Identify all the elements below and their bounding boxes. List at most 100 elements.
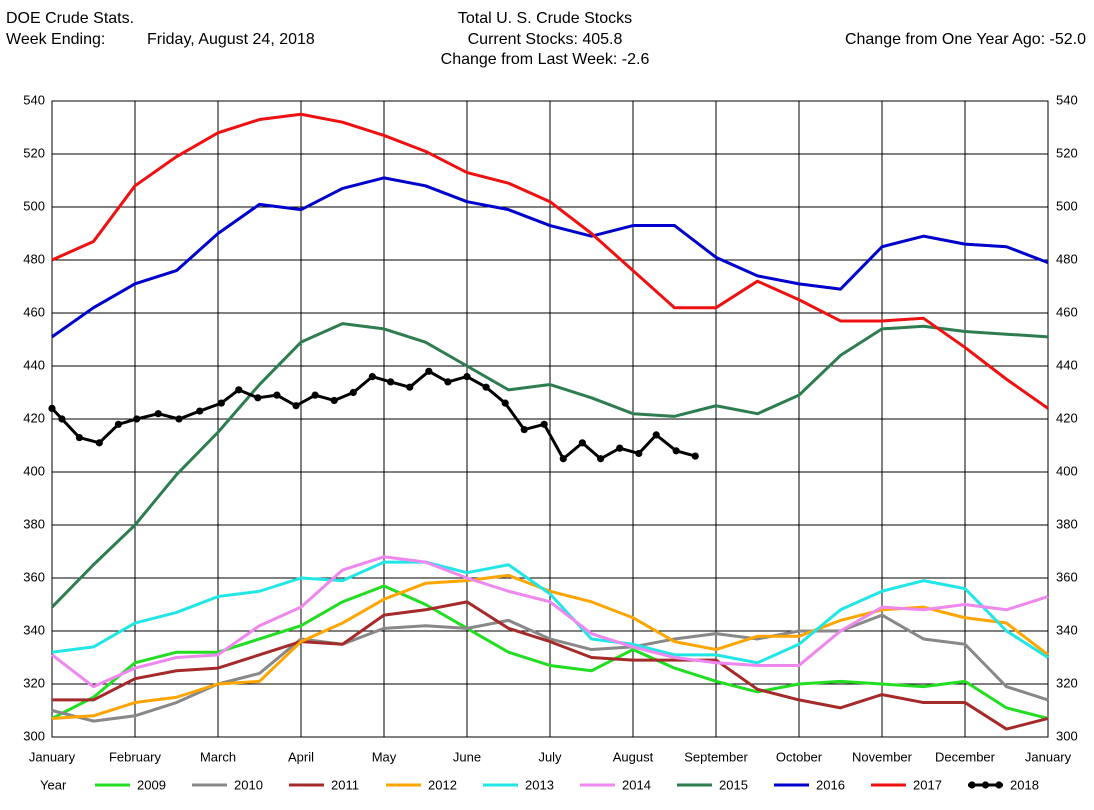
- x-tick-label: January: [1025, 749, 1072, 764]
- data-point: [235, 386, 243, 394]
- data-point: [154, 410, 162, 418]
- data-point: [75, 433, 83, 442]
- data-point: [616, 444, 624, 452]
- legend-label: 2013: [525, 777, 554, 792]
- data-point: [501, 399, 509, 407]
- y2-tick-label: 440: [1056, 357, 1078, 372]
- data-point: [368, 373, 376, 381]
- x-tick-label: June: [453, 749, 481, 764]
- data-point: [48, 404, 56, 412]
- data-point: [652, 431, 660, 439]
- current-stocks: Current Stocks: 405.8: [468, 31, 623, 48]
- data-point: [349, 388, 357, 397]
- y-tick-label: 380: [23, 516, 45, 531]
- data-point: [635, 449, 643, 458]
- legend-label: 2009: [137, 777, 166, 792]
- left-title: DOE Crude Stats.: [6, 10, 134, 27]
- legend-marker: [981, 781, 990, 789]
- center-title: Total U. S. Crude Stocks: [458, 10, 632, 27]
- y-tick-label: 540: [23, 92, 45, 107]
- x-tick-label: May: [372, 749, 397, 764]
- legend-label: 2015: [719, 777, 748, 792]
- x-tick-label: January: [29, 749, 76, 764]
- yearly-change: Change from One Year Ago: -52.0: [845, 31, 1086, 48]
- data-point: [273, 391, 281, 399]
- legend-label: 2012: [428, 777, 457, 792]
- legend-label: 2014: [622, 777, 651, 792]
- plot-frame: [51, 100, 1049, 738]
- y2-tick-label: 340: [1056, 622, 1078, 637]
- week-date: Friday, August 24, 2018: [147, 31, 315, 48]
- x-tick-label: April: [288, 749, 314, 764]
- data-point: [196, 407, 204, 415]
- legend-label: 2017: [913, 777, 942, 792]
- data-point: [387, 378, 395, 386]
- data-point: [217, 399, 225, 407]
- data-point: [520, 426, 528, 434]
- y-tick-label: 440: [23, 357, 45, 372]
- x-tick-label: November: [852, 749, 913, 764]
- y-tick-label: 400: [23, 463, 45, 478]
- weekly-change: Change from Last Week: -2.6: [441, 51, 650, 68]
- y-tick-label: 460: [23, 304, 45, 319]
- data-point: [330, 396, 338, 405]
- x-tick-label: July: [538, 749, 562, 764]
- legend-label: 2010: [234, 777, 263, 792]
- y-tick-label: 320: [23, 675, 45, 690]
- data-point: [691, 452, 699, 460]
- legend-label: 2018: [1010, 777, 1039, 792]
- data-point: [559, 455, 567, 463]
- series-line: [51, 573, 1049, 720]
- data-point: [578, 439, 586, 447]
- data-point: [463, 373, 471, 381]
- data-point: [311, 391, 319, 399]
- y2-tick-label: 360: [1056, 569, 1078, 584]
- data-point: [597, 455, 605, 463]
- series-line: [52, 600, 1049, 731]
- y2-tick-label: 380: [1056, 516, 1078, 531]
- x-tick-label: September: [684, 749, 748, 764]
- legend-marker: [968, 781, 976, 789]
- y-tick-label: 300: [23, 728, 45, 743]
- y-tick-label: 480: [23, 251, 45, 266]
- y-tick-label: 500: [23, 198, 45, 213]
- series-line: [51, 560, 1049, 665]
- data-point: [406, 383, 414, 391]
- data-point: [292, 402, 300, 410]
- legend-label: 2016: [816, 777, 845, 792]
- data-point: [672, 447, 680, 455]
- data-point: [540, 420, 548, 428]
- y-tick-label: 340: [23, 622, 45, 637]
- y2-tick-label: 300: [1056, 728, 1078, 743]
- data-point: [254, 394, 262, 402]
- series-line: [51, 176, 1049, 339]
- legend-label: 2011: [331, 777, 359, 792]
- y-tick-label: 420: [23, 410, 45, 425]
- data-point: [133, 415, 141, 423]
- x-tick-label: March: [200, 749, 236, 764]
- data-point: [175, 415, 183, 423]
- data-point: [58, 415, 66, 423]
- legend-marker: [995, 781, 1003, 789]
- y-tick-label: 520: [23, 145, 45, 160]
- x-tick-label: August: [613, 749, 654, 764]
- y2-tick-label: 320: [1056, 675, 1078, 690]
- data-point: [444, 378, 452, 386]
- y2-tick-label: 500: [1056, 198, 1078, 213]
- x-tick-label: February: [109, 749, 162, 764]
- series-line: [50, 322, 1049, 609]
- y2-tick-label: 400: [1056, 463, 1078, 478]
- y2-tick-label: 420: [1056, 410, 1078, 425]
- data-point: [482, 383, 490, 391]
- data-point: [95, 439, 103, 447]
- series-line: [51, 112, 1049, 410]
- y2-tick-label: 480: [1056, 251, 1078, 266]
- series-line: [51, 555, 1049, 689]
- y-tick-label: 360: [23, 569, 45, 584]
- y2-tick-label: 460: [1056, 304, 1078, 319]
- series-line: [51, 584, 1049, 720]
- data-point: [425, 367, 433, 375]
- x-tick-label: December: [935, 749, 996, 764]
- week-label: Week Ending:: [6, 31, 105, 48]
